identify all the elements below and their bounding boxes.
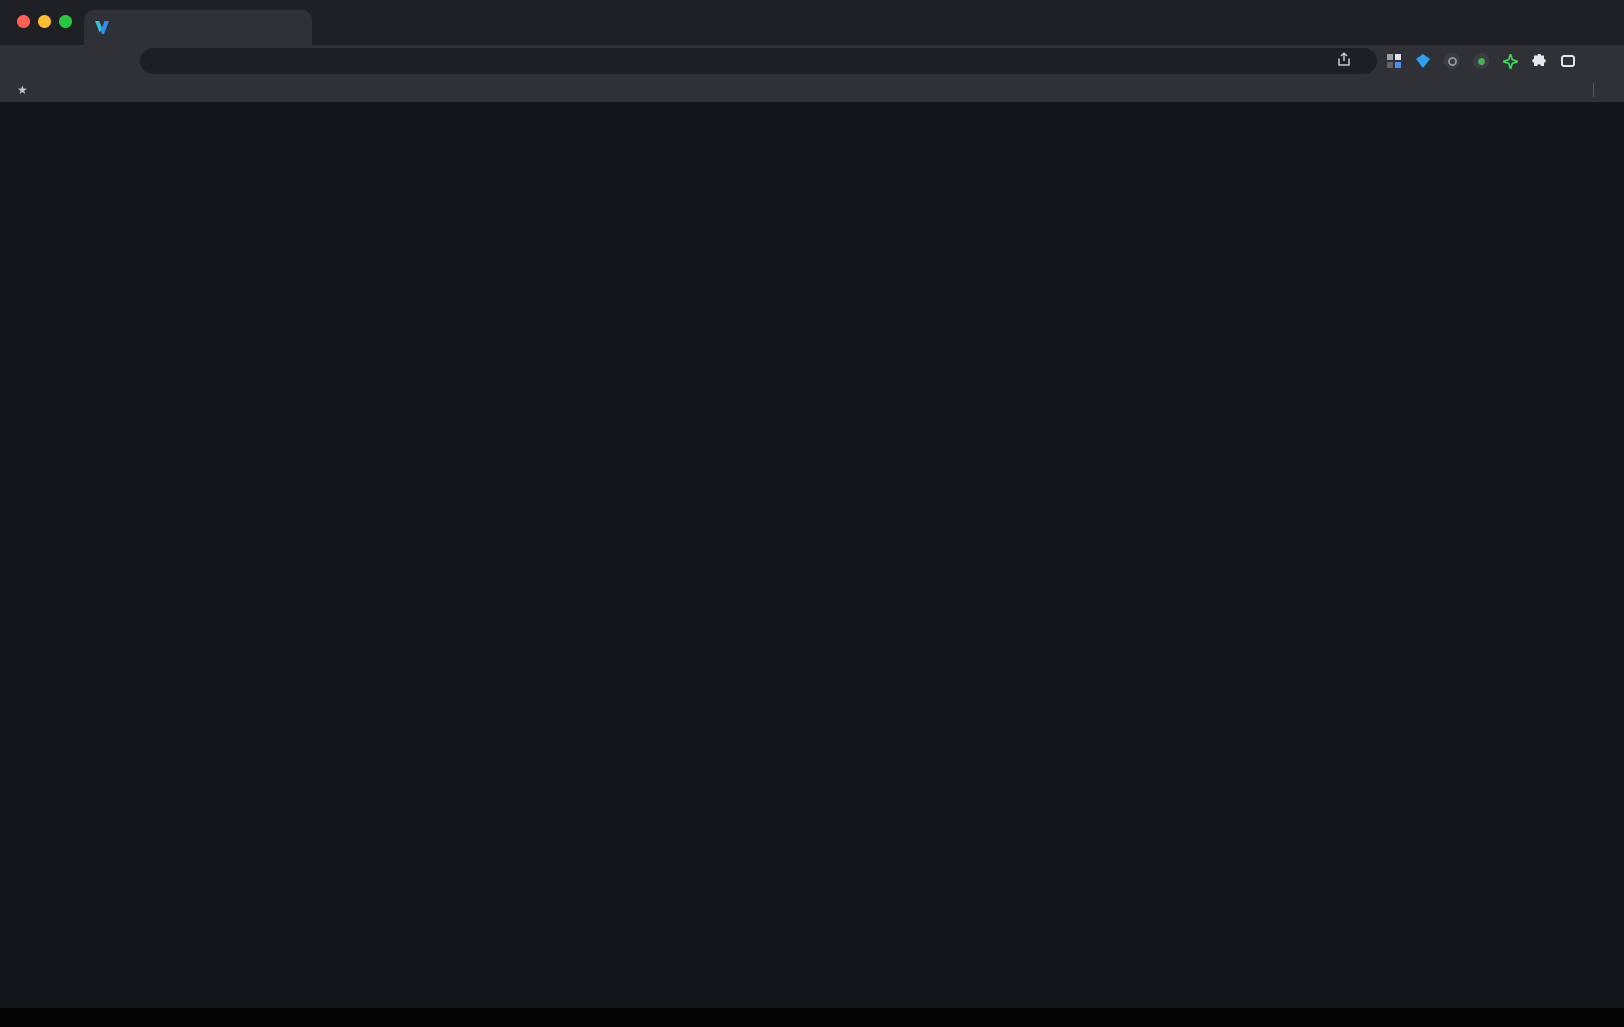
extension-dark-circle-icon[interactable]	[1443, 52, 1461, 70]
dashboard-page	[0, 103, 1624, 1008]
charts-canvas	[0, 103, 1624, 1008]
bookmarks-divider	[1593, 82, 1594, 97]
star-icon: ★	[17, 82, 28, 97]
extension-green-star-icon[interactable]	[1501, 52, 1519, 70]
bottom-strip	[0, 1008, 1624, 1027]
bookmarks-overflow-chevron[interactable]	[1573, 88, 1587, 92]
profile-avatar[interactable]	[1588, 52, 1606, 70]
macos-zoom-button[interactable]	[59, 15, 72, 28]
new-tab-button[interactable]	[322, 13, 350, 41]
extension-green-dot-icon[interactable]	[1472, 52, 1490, 70]
address-bar[interactable]	[140, 48, 1377, 74]
extension-grid-icon[interactable]	[1385, 52, 1403, 70]
macos-minimize-button[interactable]	[38, 15, 51, 28]
browser-titlebar	[0, 0, 1624, 45]
browser-navbar	[0, 45, 1624, 77]
extension-gem-icon[interactable]	[1414, 52, 1432, 70]
share-icon[interactable]	[1337, 52, 1351, 70]
bookmarks-manager[interactable]: ★	[10, 81, 41, 99]
browser-tab[interactable]	[84, 10, 312, 45]
macos-close-button[interactable]	[17, 15, 30, 28]
bookmarks-bar: ★	[0, 77, 1624, 103]
extensions-area	[1385, 52, 1606, 70]
extensions-puzzle-icon[interactable]	[1530, 52, 1548, 70]
side-panel-icon[interactable]	[1559, 52, 1577, 70]
tab-favicon	[95, 21, 109, 34]
bookmark-other-folder[interactable]	[1600, 88, 1614, 92]
